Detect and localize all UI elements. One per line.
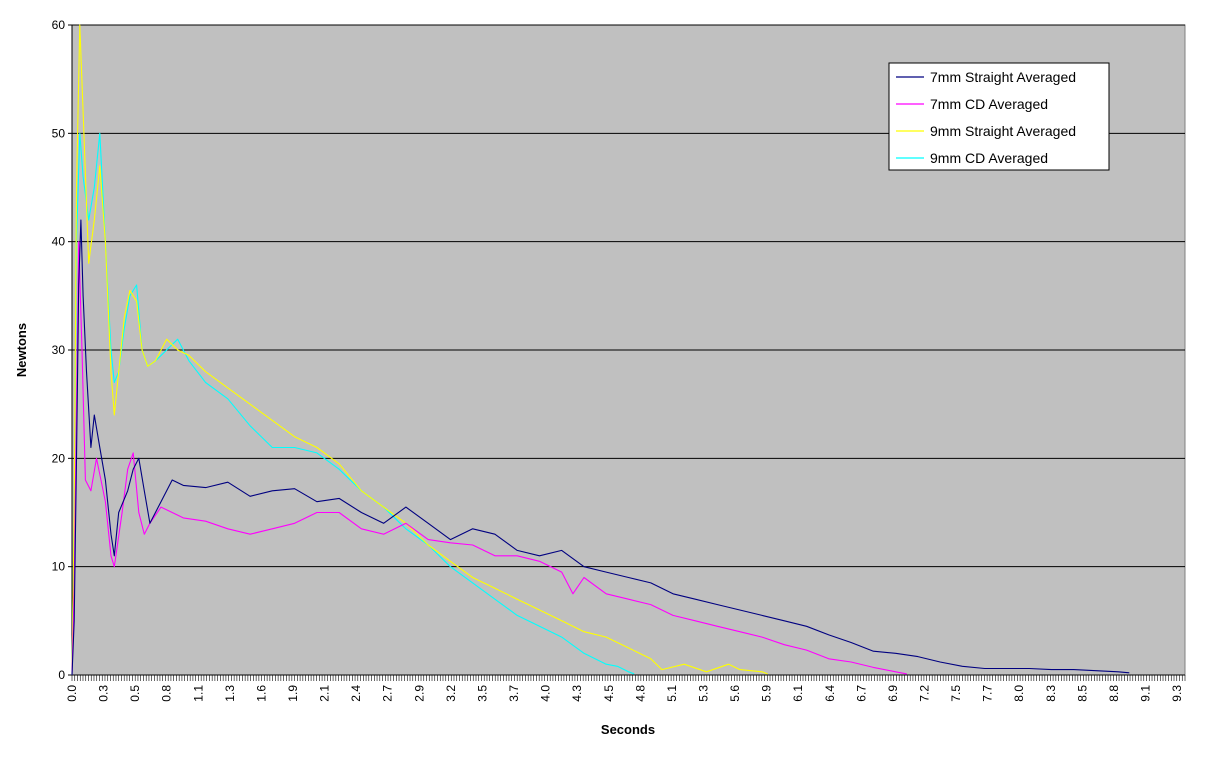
legend-label: 7mm CD Averaged xyxy=(930,96,1048,112)
x-tick-label: 6.4 xyxy=(823,685,837,702)
series-line-4 xyxy=(71,132,635,676)
x-tick-label: 5.6 xyxy=(728,685,742,702)
y-tick-label: 20 xyxy=(52,451,66,465)
x-tick-label: 6.7 xyxy=(854,685,868,702)
x-tick-label: 2.4 xyxy=(349,685,363,702)
x-tick-label: 0.3 xyxy=(97,685,111,702)
x-tick-label: 3.5 xyxy=(475,685,489,702)
gridlines xyxy=(72,24,1185,568)
series-line-2 xyxy=(71,241,907,676)
series-lines xyxy=(71,24,1130,676)
x-tick-label: 7.5 xyxy=(949,685,963,702)
x-tick-label: 9.3 xyxy=(1170,685,1184,702)
x-tick-label: 4.8 xyxy=(633,685,647,702)
x-tick-label: 8.8 xyxy=(1107,685,1121,702)
x-tick-label: 3.2 xyxy=(444,685,458,702)
y-tick-label: 40 xyxy=(52,235,66,249)
x-tick-label: 1.9 xyxy=(286,685,300,702)
x-tick-label: 6.1 xyxy=(791,685,805,702)
x-tick-label: 5.1 xyxy=(665,685,679,702)
x-tick-label: 8.5 xyxy=(1075,685,1089,702)
y-axis: 0 10 20 30 40 50 60 xyxy=(52,18,73,682)
legend-label: 7mm Straight Averaged xyxy=(930,69,1076,85)
x-tick-label: 4.5 xyxy=(602,685,616,702)
y-axis-title: Newtons xyxy=(14,323,29,377)
legend-label: 9mm Straight Averaged xyxy=(930,123,1076,139)
y-tick-label: 50 xyxy=(52,126,66,140)
x-tick-label: 0.0 xyxy=(65,685,79,702)
x-tick-label: 1.6 xyxy=(254,685,268,702)
y-tick-label: 60 xyxy=(52,18,66,32)
x-tick-label: 4.0 xyxy=(539,685,553,702)
x-tick-label: 6.9 xyxy=(886,685,900,702)
x-tick-label: 8.0 xyxy=(1012,685,1026,702)
x-tick-label: 7.2 xyxy=(918,685,932,702)
x-axis: 0.0 0.3 0.5 0.8 1.1 1.3 1.6 1.9 2.1 2.4 2.7 2.9 3.2 3… xyxy=(65,674,1186,702)
legend-box xyxy=(888,62,1110,171)
x-tick-label: 9.1 xyxy=(1139,685,1153,702)
x-tick-label: 8.3 xyxy=(1044,685,1058,702)
y-tick-label: 10 xyxy=(52,560,66,574)
x-axis-title: Seconds xyxy=(601,722,655,737)
x-tick-label: 0.5 xyxy=(128,685,142,702)
legend: 7mm Straight Averaged 7mm CD Averaged 9mm … xyxy=(888,62,1110,171)
legend-label: 9mm CD Averaged xyxy=(930,150,1048,166)
y-tick-label: 30 xyxy=(52,343,66,357)
x-tick-label: 5.9 xyxy=(760,685,774,702)
x-tick-label: 0.8 xyxy=(160,685,174,702)
x-tick-label: 5.3 xyxy=(696,685,710,702)
x-tick-label: 1.1 xyxy=(191,685,205,702)
series-line-3 xyxy=(71,24,768,676)
y-tick-label: 0 xyxy=(58,668,65,682)
x-tick-label: 7.7 xyxy=(981,685,995,702)
x-tick-label: 4.3 xyxy=(570,685,584,702)
x-tick-label: 1.3 xyxy=(223,685,237,702)
x-tick-label: 3.7 xyxy=(507,685,521,702)
x-tick-label: 2.9 xyxy=(412,685,426,702)
x-tick-label: 2.7 xyxy=(381,685,395,702)
x-tick-label: 2.1 xyxy=(318,685,332,702)
series-line-1 xyxy=(71,219,1130,676)
